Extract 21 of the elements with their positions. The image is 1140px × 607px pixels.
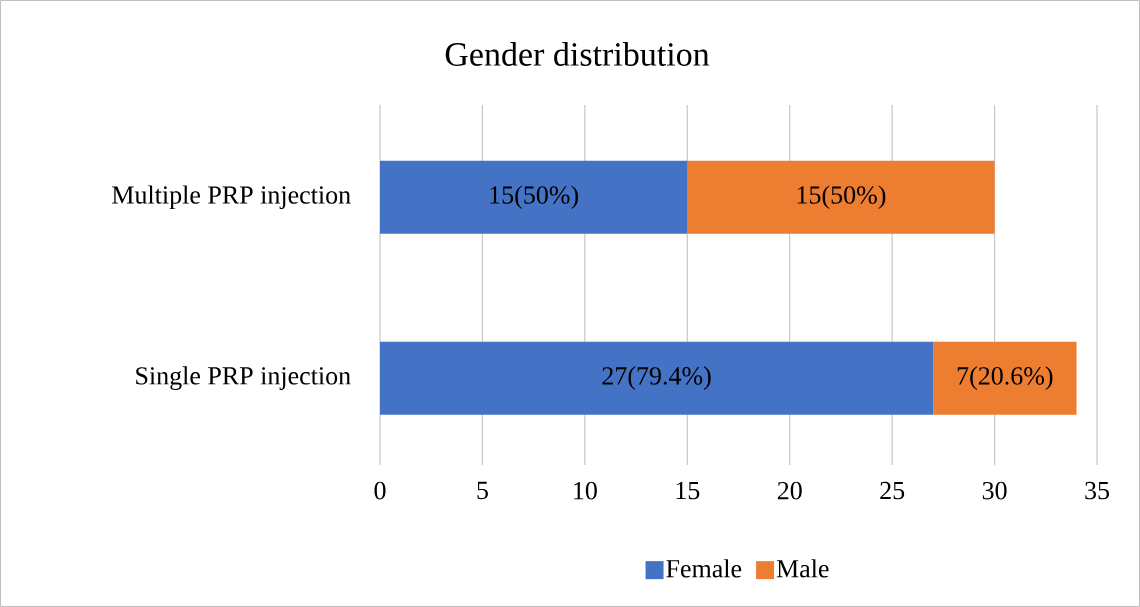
data-label: 15(50%) — [797, 185, 886, 210]
data-label: 15(50%) — [490, 185, 578, 210]
legend-label: Male — [776, 559, 829, 578]
x-tick-label: 5 — [477, 481, 488, 500]
y-tick-label: Single PRP injection — [136, 366, 351, 390]
bar — [687, 160, 995, 234]
x-tick-label: 15 — [676, 481, 700, 500]
x-tick-label: 20 — [777, 481, 802, 500]
y-tick-label: Multiple PRP injection — [112, 185, 351, 210]
x-tick-label: 35 — [1085, 481, 1109, 500]
bar — [380, 160, 688, 234]
chart-title: Gender distribution — [445, 42, 710, 66]
data-label: 7(20.6%) — [957, 366, 1053, 390]
x-tick-label: 30 — [982, 481, 1007, 500]
x-tick-label: 10 — [574, 481, 597, 500]
bar — [933, 341, 1077, 415]
x-tick-label: 0 — [374, 481, 386, 500]
legend-label: Female — [666, 559, 742, 578]
bar — [380, 341, 934, 415]
x-tick-label: 25 — [880, 481, 905, 500]
data-label: 27(79.4%) — [602, 366, 711, 390]
